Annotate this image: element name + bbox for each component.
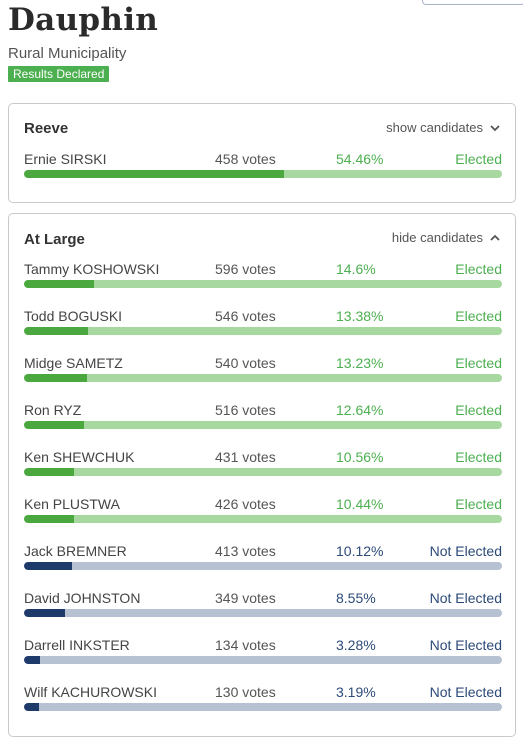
- candidate-percent: 54.46%: [336, 151, 384, 167]
- candidate-row: Midge SAMETZ 540 votes 13.23% Elected: [24, 355, 502, 395]
- candidate-row: Tammy KOSHOWSKI 596 votes 14.6% Elected: [24, 261, 502, 301]
- candidate-votes: 540 votes: [215, 355, 276, 371]
- candidate-percent: 13.23%: [336, 355, 384, 371]
- candidate-row: Jack BREMNER 413 votes 10.12% Not Elected: [24, 543, 502, 583]
- candidate-row: Ron RYZ 516 votes 12.64% Elected: [24, 402, 502, 442]
- candidate-name: Ken SHEWCHUK: [24, 449, 135, 465]
- vote-share-bar-fill: [24, 468, 75, 476]
- vote-share-bar-fill: [24, 609, 65, 617]
- candidate-percent: 12.64%: [336, 402, 384, 418]
- vote-share-bar: [24, 374, 502, 382]
- candidate-row: Ken SHEWCHUK 431 votes 10.56% Elected: [24, 449, 502, 489]
- vote-share-bar: [24, 468, 502, 476]
- candidate-name: Jack BREMNER: [24, 543, 127, 559]
- candidate-percent: 10.56%: [336, 449, 384, 465]
- candidate-votes: 546 votes: [215, 308, 276, 324]
- candidate-row: Todd BOGUSKI 546 votes 13.38% Elected: [24, 308, 502, 348]
- candidate-status: Elected: [455, 151, 502, 167]
- candidate-status: Elected: [455, 402, 502, 418]
- candidate-name: Wilf KACHUROWSKI: [24, 684, 157, 700]
- vote-share-bar-fill: [24, 421, 85, 429]
- candidate-status: Not Elected: [429, 684, 502, 700]
- candidate-votes: 426 votes: [215, 496, 276, 512]
- candidate-votes: 458 votes: [215, 151, 276, 167]
- vote-share-bar: [24, 703, 502, 711]
- candidate-percent: 13.38%: [336, 308, 384, 324]
- candidate-name: Todd BOGUSKI: [24, 308, 123, 324]
- candidate-row: Ernie SIRSKI 458 votes 54.46% Elected: [24, 151, 502, 191]
- candidate-percent: 8.55%: [336, 590, 376, 606]
- show-candidates-toggle[interactable]: show candidates: [386, 120, 501, 135]
- candidate-votes: 349 votes: [215, 590, 276, 606]
- vote-share-bar: [24, 280, 502, 288]
- candidate-name: Ron RYZ: [24, 402, 82, 418]
- race-title: Reeve: [24, 120, 69, 137]
- candidate-percent: 10.44%: [336, 496, 384, 512]
- vote-share-bar: [24, 421, 502, 429]
- vote-share-bar: [24, 609, 502, 617]
- vote-share-bar-fill: [24, 562, 73, 570]
- candidate-percent: 14.6%: [336, 261, 376, 277]
- race-card-at-large: At Large hide candidates Tammy KOSHOWSKI…: [8, 213, 516, 737]
- candidate-percent: 3.28%: [336, 637, 376, 653]
- candidate-name: Ken PLUSTWA: [24, 496, 120, 512]
- candidate-votes: 516 votes: [215, 402, 276, 418]
- candidate-votes: 413 votes: [215, 543, 276, 559]
- vote-share-bar: [24, 170, 502, 178]
- chevron-up-icon: [490, 234, 500, 241]
- candidate-name: Ernie SIRSKI: [24, 151, 107, 167]
- vote-share-bar-fill: [24, 656, 40, 664]
- candidate-row: David JOHNSTON 349 votes 8.55% Not Elected: [24, 590, 502, 630]
- vote-share-bar-fill: [24, 327, 88, 335]
- vote-share-bar-fill: [24, 280, 94, 288]
- candidate-status: Not Elected: [429, 543, 502, 559]
- candidate-status: Not Elected: [429, 590, 502, 606]
- candidate-status: Elected: [455, 355, 502, 371]
- candidate-status: Elected: [455, 496, 502, 512]
- toggle-label: hide candidates: [391, 230, 483, 245]
- vote-share-bar: [24, 656, 502, 664]
- vote-share-bar-fill: [24, 515, 74, 523]
- page-title: Dauphin: [8, 2, 159, 38]
- candidate-votes: 130 votes: [215, 684, 276, 700]
- status-badge: Results Declared: [8, 66, 110, 82]
- candidate-row: Darrell INKSTER 134 votes 3.28% Not Elected: [24, 637, 502, 677]
- vote-share-bar: [24, 515, 502, 523]
- race-title: At Large: [24, 231, 85, 248]
- candidate-percent: 10.12%: [336, 543, 384, 559]
- candidate-name: Darrell INKSTER: [24, 637, 130, 653]
- candidate-status: Elected: [455, 261, 502, 277]
- candidate-status: Elected: [455, 449, 502, 465]
- chevron-down-icon: [490, 124, 500, 131]
- vote-share-bar-fill: [24, 170, 285, 178]
- candidate-name: Midge SAMETZ: [24, 355, 123, 371]
- candidate-votes: 431 votes: [215, 449, 276, 465]
- candidate-row: Ken PLUSTWA 426 votes 10.44% Elected: [24, 496, 502, 536]
- toggle-label: show candidates: [386, 120, 483, 135]
- hide-candidates-toggle[interactable]: hide candidates: [392, 230, 501, 245]
- candidate-votes: 134 votes: [215, 637, 276, 653]
- candidate-name: Tammy KOSHOWSKI: [24, 261, 160, 277]
- candidate-row: Wilf KACHUROWSKI 130 votes 3.19% Not Electe…: [24, 684, 502, 724]
- candidate-status: Not Elected: [429, 637, 502, 653]
- vote-share-bar: [24, 562, 502, 570]
- candidate-votes: 596 votes: [215, 261, 276, 277]
- vote-share-bar-fill: [24, 374, 88, 382]
- candidate-percent: 3.19%: [336, 684, 376, 700]
- vote-share-bar-fill: [24, 703, 40, 711]
- top-right-tab[interactable]: [422, 0, 523, 5]
- candidate-name: David JOHNSTON: [24, 590, 141, 606]
- page-subtitle: Rural Municipality: [8, 45, 127, 62]
- race-card-reeve: Reeve show candidates Ernie SIRSKI 458 vo…: [8, 103, 516, 203]
- candidate-status: Elected: [455, 308, 502, 324]
- vote-share-bar: [24, 327, 502, 335]
